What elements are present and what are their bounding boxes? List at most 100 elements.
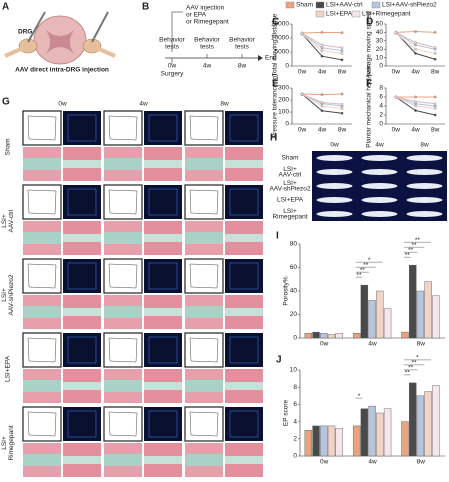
y-tick-label: 40 bbox=[290, 288, 298, 295]
panel-letter: I bbox=[276, 231, 279, 242]
point bbox=[340, 107, 344, 110]
column-label: 8w bbox=[220, 101, 229, 108]
bar bbox=[401, 331, 409, 339]
point bbox=[433, 104, 437, 108]
bar bbox=[409, 264, 417, 339]
treatment-label: or EPA bbox=[186, 12, 207, 19]
point bbox=[414, 43, 417, 47]
histology-band bbox=[225, 382, 263, 390]
y-tick-label: 10 bbox=[376, 54, 384, 61]
bar bbox=[360, 284, 369, 339]
y-axis-label: EP score bbox=[283, 399, 290, 426]
fluorescence-image bbox=[144, 333, 182, 367]
y-tick-label: 0 bbox=[293, 453, 297, 460]
row-label: AAV-shPiezo2 bbox=[8, 274, 15, 315]
x-tick-label: 8w bbox=[417, 459, 426, 466]
significance: * bbox=[368, 257, 371, 264]
track bbox=[108, 115, 138, 141]
y-tick-label: 6 bbox=[379, 94, 383, 101]
row-label: LSI+EPA bbox=[5, 355, 12, 382]
bone-image bbox=[316, 169, 353, 175]
fluor-frame bbox=[148, 410, 178, 438]
spinal-illustration bbox=[4, 11, 116, 65]
point bbox=[433, 106, 437, 110]
fluor-frame bbox=[67, 336, 97, 364]
fluorescence-image bbox=[225, 259, 263, 293]
timeline bbox=[165, 11, 263, 64]
row-label: Rimegepant bbox=[8, 425, 15, 460]
y-axis-label: Pressure tolerance (g) bbox=[272, 74, 279, 138]
fluor-frame bbox=[148, 188, 178, 216]
histology-band bbox=[104, 380, 142, 392]
track bbox=[189, 411, 219, 437]
point bbox=[394, 31, 398, 34]
histology-band bbox=[63, 456, 101, 464]
track bbox=[27, 189, 57, 215]
row-label: LSI+ bbox=[283, 180, 297, 187]
point bbox=[340, 49, 344, 52]
test-label: tests bbox=[200, 44, 214, 51]
histology-band bbox=[225, 160, 263, 168]
track bbox=[27, 337, 57, 363]
point bbox=[320, 109, 324, 113]
panel-letter: F bbox=[366, 79, 372, 90]
row-label: AAV-ctrl bbox=[8, 209, 15, 233]
row-label: LSI+ bbox=[1, 288, 8, 302]
y-tick-label: 2 bbox=[379, 112, 383, 119]
fluor-frame bbox=[229, 336, 259, 364]
significance: ** bbox=[412, 360, 418, 367]
point bbox=[340, 92, 344, 96]
fluor-frame bbox=[67, 188, 97, 216]
point bbox=[394, 95, 398, 99]
timepoint: 4w bbox=[203, 63, 212, 70]
x-tick-label: 0w bbox=[298, 69, 307, 76]
bar bbox=[360, 408, 369, 457]
legend-label: LSI+AAV-shPiezo2 bbox=[382, 2, 437, 9]
panel-letter: G bbox=[2, 97, 10, 108]
y-tick-label: 8 bbox=[379, 85, 383, 92]
histology-band bbox=[144, 160, 182, 168]
point bbox=[300, 31, 304, 35]
bar bbox=[376, 290, 384, 339]
bone-image bbox=[406, 211, 443, 217]
bar bbox=[304, 430, 312, 457]
point bbox=[414, 47, 417, 51]
significance: * bbox=[416, 355, 419, 362]
timepoint: 8w bbox=[238, 63, 247, 70]
fluor-frame bbox=[229, 262, 259, 290]
significance: ** bbox=[408, 247, 414, 254]
track bbox=[108, 263, 138, 289]
histology-band bbox=[185, 232, 223, 244]
bone-image bbox=[406, 155, 443, 161]
point bbox=[414, 104, 417, 108]
fluor-frame bbox=[148, 336, 178, 364]
x-tick-label: 4w bbox=[411, 69, 420, 76]
track bbox=[189, 263, 219, 289]
histology-band bbox=[63, 160, 101, 168]
bar bbox=[416, 290, 425, 339]
y-tick-label: 10000 bbox=[271, 35, 289, 42]
test-label: tests bbox=[165, 44, 179, 51]
test-label: Behavior bbox=[194, 37, 220, 44]
x-tick-label: 0w bbox=[298, 127, 307, 134]
bone-image bbox=[406, 169, 443, 175]
track bbox=[189, 115, 219, 141]
fluor-frame bbox=[148, 114, 178, 142]
row-label: Sham bbox=[282, 155, 299, 162]
panel-letter: A bbox=[2, 2, 9, 13]
point bbox=[433, 113, 437, 117]
x-tick-label: 4w bbox=[411, 127, 420, 134]
row-label: LSI+ bbox=[283, 208, 297, 215]
point bbox=[433, 95, 437, 99]
point bbox=[340, 52, 344, 55]
histology-band bbox=[23, 454, 61, 466]
histology-band bbox=[104, 232, 142, 244]
y-tick-label: 50 bbox=[376, 21, 384, 28]
y-tick-label: 100 bbox=[278, 109, 289, 116]
fluorescence-image bbox=[225, 407, 263, 441]
fluorescence-image bbox=[63, 407, 101, 441]
row-label: LSI+EPA bbox=[277, 197, 304, 204]
track bbox=[189, 337, 219, 363]
bar bbox=[335, 333, 343, 339]
legend-label: LSI+AAV-ctrl bbox=[326, 2, 363, 9]
